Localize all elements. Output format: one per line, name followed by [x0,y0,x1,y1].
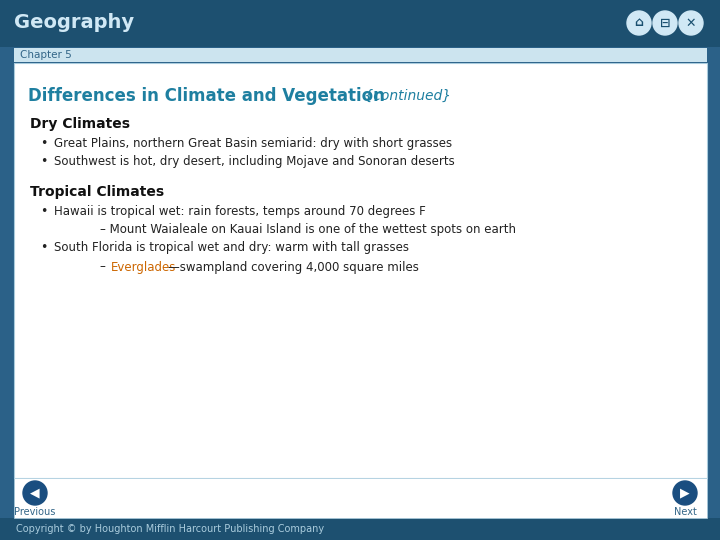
Circle shape [627,11,651,35]
FancyBboxPatch shape [14,478,707,518]
Text: –: – [100,260,109,273]
Text: {continued}: {continued} [360,89,451,103]
Text: Chapter 5: Chapter 5 [20,50,72,60]
Text: ⊟: ⊟ [660,17,670,30]
Circle shape [23,481,47,505]
Text: Copyright © by Houghton Mifflin Harcourt Publishing Company: Copyright © by Houghton Mifflin Harcourt… [16,524,324,534]
Text: •: • [40,156,48,168]
Text: Previous: Previous [14,507,55,517]
Text: Next: Next [674,507,696,517]
Text: ✕: ✕ [685,17,696,30]
Text: Hawaii is tropical wet: rain forests, temps around 70 degrees F: Hawaii is tropical wet: rain forests, te… [54,205,426,218]
Circle shape [653,11,677,35]
Text: Southwest is hot, dry desert, including Mojave and Sonoran deserts: Southwest is hot, dry desert, including … [54,156,455,168]
Text: Dry Climates: Dry Climates [30,117,130,131]
Text: ⌂: ⌂ [634,17,644,30]
Text: – Mount Waialeale on Kauai Island is one of the wettest spots on earth: – Mount Waialeale on Kauai Island is one… [100,222,516,235]
Text: South Florida is tropical wet and dry: warm with tall grasses: South Florida is tropical wet and dry: w… [54,241,409,254]
FancyBboxPatch shape [14,48,707,62]
FancyBboxPatch shape [0,0,720,47]
Text: Tropical Climates: Tropical Climates [30,185,164,199]
Text: ▶: ▶ [680,487,690,500]
FancyBboxPatch shape [0,518,720,540]
Text: Great Plains, northern Great Basin semiarid: dry with short grasses: Great Plains, northern Great Basin semia… [54,137,452,150]
Text: •: • [40,241,48,254]
Text: ◀: ◀ [30,487,40,500]
FancyBboxPatch shape [14,63,707,478]
Text: •: • [40,205,48,218]
Text: •: • [40,137,48,150]
Text: Geography: Geography [14,14,134,32]
Text: Differences in Climate and Vegetation: Differences in Climate and Vegetation [28,87,385,105]
Circle shape [673,481,697,505]
Text: —swampland covering 4,000 square miles: —swampland covering 4,000 square miles [168,260,419,273]
Circle shape [679,11,703,35]
Text: Everglades: Everglades [111,260,176,273]
